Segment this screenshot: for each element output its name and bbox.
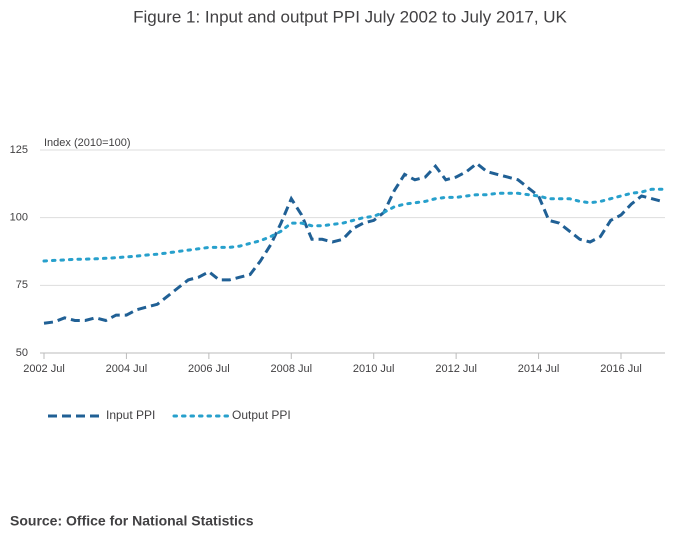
y-tick-label: 100	[10, 212, 28, 224]
y-tick-label: 125	[10, 144, 28, 156]
y-tick-label: 75	[16, 279, 28, 291]
legend-label: Output PPI	[232, 408, 291, 422]
line	[42, 187, 664, 263]
source: Source: Office for National Statistics	[10, 513, 254, 529]
x-tick-label: 2006 Jul	[188, 363, 230, 375]
x-tick-label: 2016 Jul	[600, 363, 642, 375]
x-tick-label: 2008 Jul	[270, 363, 312, 375]
x-tick-label: 2010 Jul	[353, 363, 395, 375]
chart-title: Figure 1: Input and output PPI July 2002…	[133, 7, 567, 26]
line	[43, 161, 663, 325]
legend-label: Input PPI	[106, 408, 155, 422]
x-tick-label: 2004 Jul	[106, 363, 148, 375]
x-tick-label: 2002 Jul	[23, 363, 65, 375]
y-tick-label: 50	[16, 347, 28, 359]
x-tick-label: 2014 Jul	[518, 363, 560, 375]
y-axis-label: Index (2010=100)	[44, 137, 131, 149]
x-tick-label: 2012 Jul	[435, 363, 477, 375]
